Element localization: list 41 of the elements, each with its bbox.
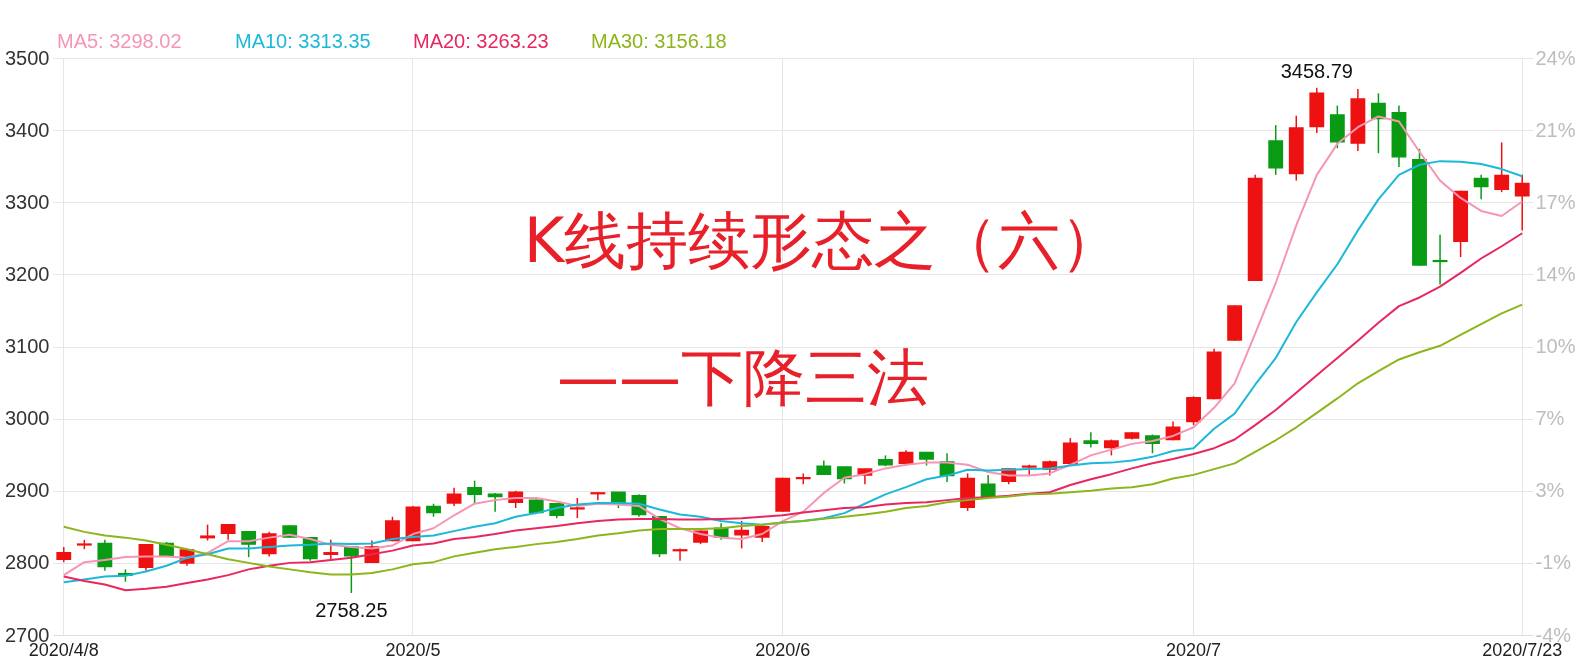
annotation: ——下降三法	[557, 341, 929, 414]
y-tick-label: 3400	[5, 118, 50, 141]
y-tick-label: 2900	[5, 479, 50, 502]
y-tick-label: 3200	[5, 262, 50, 285]
text: MA5: 3298.02	[57, 30, 182, 52]
y2-tick-label: 24%	[1535, 46, 1576, 69]
y2-tick-label: 21%	[1535, 118, 1576, 141]
candlestick	[97, 539, 113, 572]
x-tick-label: 2020/5	[385, 639, 441, 660]
candlestick	[1473, 174, 1489, 201]
candlestick	[1494, 141, 1510, 193]
y2-tick-label: 3%	[1535, 479, 1565, 502]
y-tick-label: 3500	[5, 46, 50, 69]
candlestick	[1432, 233, 1448, 286]
y-tick-label: 3100	[5, 335, 50, 357]
candlestick	[467, 479, 483, 504]
candlestick	[1514, 174, 1530, 232]
y-tick-label: 3000	[5, 407, 50, 430]
y2-tick-label: 10%	[1535, 335, 1576, 357]
y2-tick-label: 17%	[1535, 190, 1576, 213]
candlestick	[1083, 431, 1099, 449]
candlestick	[590, 491, 606, 501]
x-tick-label: 2020/6	[755, 639, 811, 660]
candlestick	[323, 539, 339, 562]
y2-tick-label: -1%	[1535, 551, 1572, 574]
x-tick-label: 2020/7	[1166, 639, 1222, 660]
line-series	[62, 303, 1524, 576]
y-tick-label: 2800	[5, 551, 50, 574]
annotation: K线持续形态之（六）	[523, 204, 1123, 277]
y-tick-label: 3300	[5, 190, 50, 213]
text: MA30: 3156.18	[591, 30, 727, 52]
y2-tick-label: 14%	[1535, 262, 1576, 285]
text: MA20: 3263.23	[413, 30, 549, 52]
candlestick	[672, 547, 688, 562]
y2-tick-label: 7%	[1535, 407, 1565, 430]
candlestick	[446, 487, 462, 507]
annotation: 3458.79	[1280, 59, 1353, 82]
candlestick	[1062, 437, 1078, 466]
candlestick	[1186, 395, 1201, 426]
text: MA10: 3313.35	[235, 30, 371, 52]
annotation: 2758.25	[315, 598, 388, 621]
